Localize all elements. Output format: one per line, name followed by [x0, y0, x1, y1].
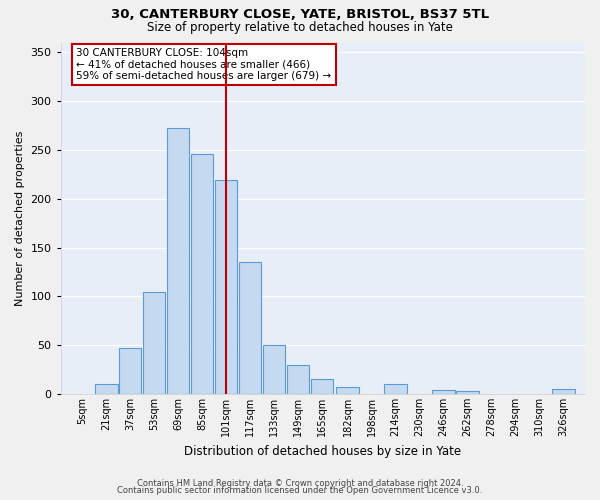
Bar [95, 384, 118, 394]
Bar [287, 364, 310, 394]
Bar [432, 390, 455, 394]
Bar [456, 391, 479, 394]
Bar [337, 387, 359, 394]
Bar [215, 180, 238, 394]
Bar [385, 384, 407, 394]
X-axis label: Distribution of detached houses by size in Yate: Distribution of detached houses by size … [184, 444, 461, 458]
Y-axis label: Number of detached properties: Number of detached properties [15, 130, 25, 306]
Bar [119, 348, 142, 394]
Text: 30, CANTERBURY CLOSE, YATE, BRISTOL, BS37 5TL: 30, CANTERBURY CLOSE, YATE, BRISTOL, BS3… [111, 8, 489, 20]
Bar [143, 292, 166, 394]
Bar [311, 380, 334, 394]
Bar [263, 345, 286, 394]
Bar [191, 154, 214, 394]
Text: Contains public sector information licensed under the Open Government Licence v3: Contains public sector information licen… [118, 486, 482, 495]
Bar [239, 262, 262, 394]
Text: 30 CANTERBURY CLOSE: 104sqm
← 41% of detached houses are smaller (466)
59% of se: 30 CANTERBURY CLOSE: 104sqm ← 41% of det… [76, 48, 332, 81]
Bar [552, 389, 575, 394]
Text: Size of property relative to detached houses in Yate: Size of property relative to detached ho… [147, 22, 453, 35]
Bar [167, 128, 190, 394]
Text: Contains HM Land Registry data © Crown copyright and database right 2024.: Contains HM Land Registry data © Crown c… [137, 478, 463, 488]
